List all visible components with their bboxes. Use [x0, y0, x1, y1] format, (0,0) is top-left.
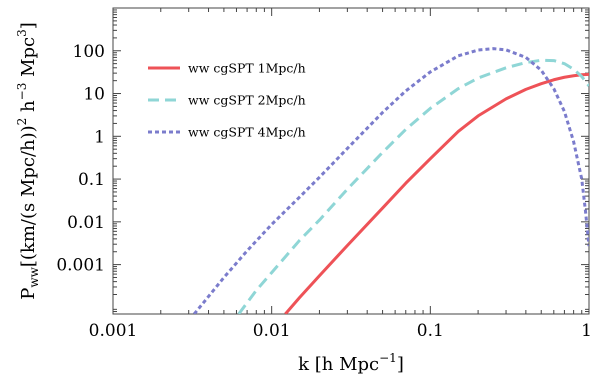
y-axis-label: Pww[(km/(s Mpc/h))2 h−3 Mpc3] [15, 22, 41, 300]
y-axis-label-sup3: 3 [15, 29, 29, 37]
x-tick-label: 0.1 [417, 321, 444, 341]
y-tick-label: 10 [83, 85, 105, 105]
x-axis-label-end: ] [397, 354, 404, 375]
legend-label-3: ww cgSPT 4Mpc/h [188, 125, 306, 140]
x-axis-label-main: k [h Mpc [298, 354, 379, 375]
y-axis-label-sub: ww [27, 266, 41, 287]
x-axis-label-sup: −1 [379, 351, 397, 365]
plot-frame [112, 7, 590, 315]
y-tick-label: 0.01 [67, 213, 105, 233]
y-axis-label-sup2: −3 [15, 83, 29, 101]
y-axis-label-end: ] [18, 22, 39, 29]
y-axis-label-sup1: 2 [15, 118, 29, 126]
y-tick-label: 1 [94, 127, 105, 147]
series-line-2 [237, 58, 589, 314]
legend-label-2: ww cgSPT 2Mpc/h [188, 93, 306, 108]
y-axis-label-mid3: Mpc [18, 37, 39, 83]
legend-label-1: ww cgSPT 1Mpc/h [188, 61, 306, 76]
major-ticks [112, 8, 590, 314]
series-line-1 [284, 72, 589, 314]
y-tick-label: 0.001 [56, 256, 105, 276]
x-tick-label: 0.001 [89, 321, 138, 341]
legend: ww cgSPT 1Mpc/h ww cgSPT 2Mpc/h ww cgSPT 4… [148, 61, 306, 140]
series-group [193, 47, 589, 314]
y-tick-label: 0.1 [78, 170, 105, 190]
y-tick-label: 100 [73, 42, 105, 62]
y-axis-label-p: P [18, 288, 39, 300]
x-tick-labels: 0.001 0.01 0.1 1 [89, 321, 592, 341]
series-line-3 [193, 47, 589, 314]
minor-ticks [113, 8, 589, 315]
x-tick-label: 0.01 [253, 321, 291, 341]
x-axis-label: k [h Mpc−1] [298, 351, 404, 375]
y-axis-label-mid1: [(km/(s Mpc/h)) [18, 125, 39, 267]
x-tick-label: 1 [581, 321, 592, 341]
y-axis-label-mid2: h [18, 100, 39, 118]
y-tick-labels: 0.001 0.01 0.1 1 10 100 [56, 42, 105, 276]
